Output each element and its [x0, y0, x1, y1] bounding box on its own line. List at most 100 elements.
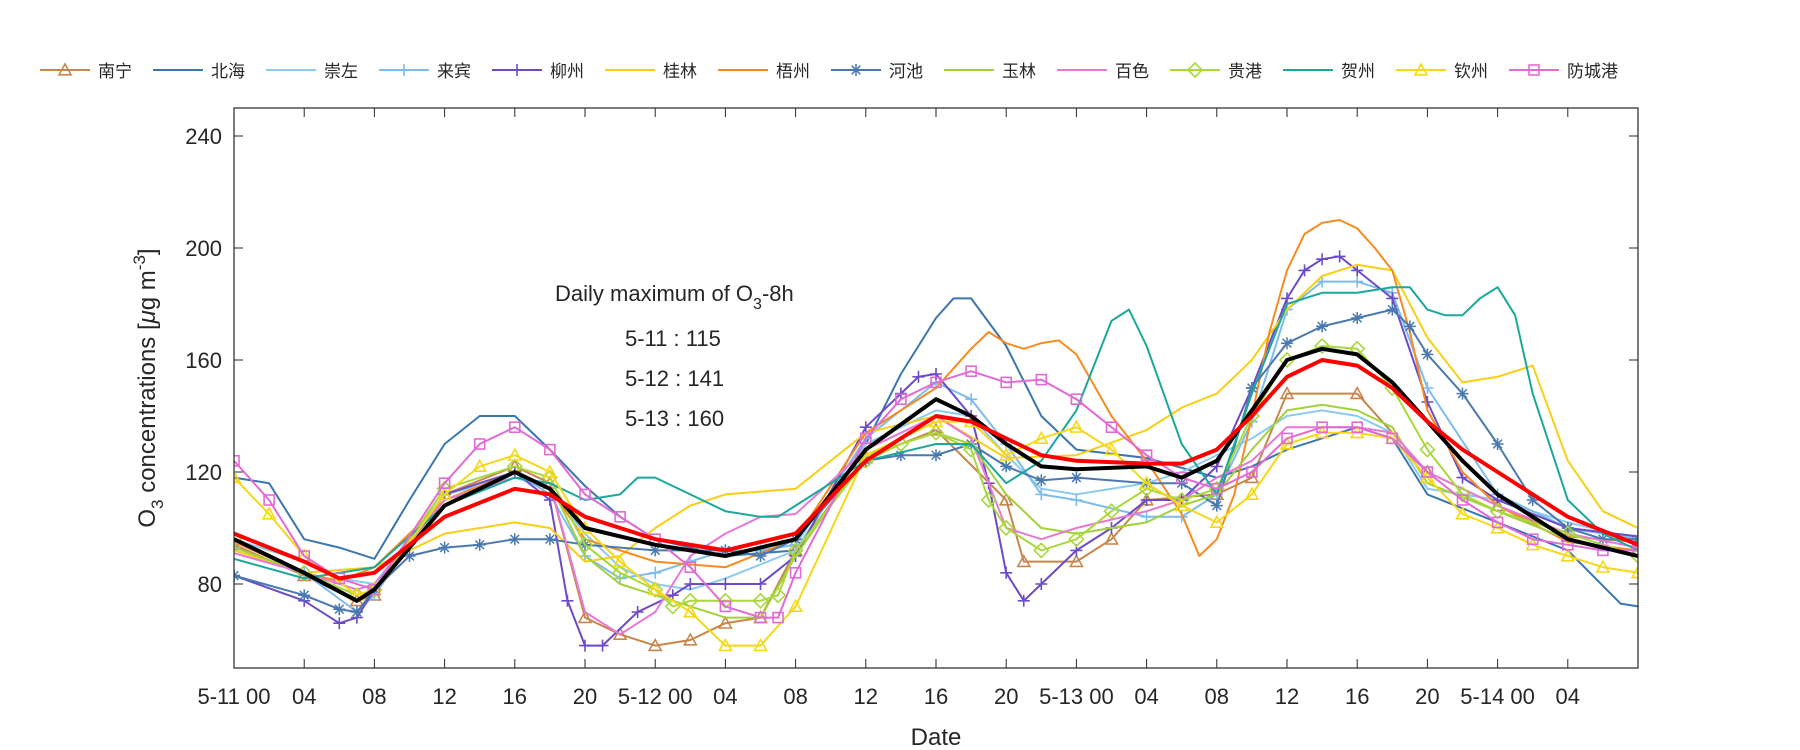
data-point: [1103, 503, 1120, 520]
x-tick-label: 12: [432, 684, 456, 709]
data-point: [1104, 441, 1119, 456]
data-point: [1035, 373, 1048, 386]
data-point: [1632, 530, 1638, 543]
data-point: [507, 447, 523, 461]
data-point: [234, 541, 240, 554]
data-point: [1316, 320, 1329, 333]
data-point: [1035, 488, 1048, 501]
data-point: [1035, 578, 1048, 590]
legend-marker: [1528, 64, 1540, 76]
data-point: [1035, 474, 1048, 487]
legend-label: 百色: [1115, 62, 1149, 81]
data-point: [930, 449, 942, 462]
x-tick-label: 5-14 00: [1460, 684, 1535, 709]
data-point: [612, 626, 628, 641]
data-point: [1316, 421, 1328, 434]
data-point: [544, 443, 556, 456]
data-point: [234, 454, 240, 467]
data-point: [980, 491, 997, 509]
legend-marker: [1186, 61, 1204, 79]
data-point: [895, 393, 907, 406]
data-point: [1173, 491, 1190, 509]
data-point: [1456, 387, 1469, 400]
data-point: [1596, 533, 1609, 546]
x-tick-label: 16: [1345, 684, 1369, 709]
legend-label: 桂林: [663, 62, 697, 81]
data-point: [752, 592, 769, 609]
series-lines: [234, 219, 1638, 652]
data-point: [1455, 506, 1470, 520]
x-tick-label: 08: [1205, 684, 1229, 709]
data-point: [1016, 553, 1032, 568]
data-point: [1419, 441, 1436, 458]
legend-label: 防城港: [1567, 62, 1618, 81]
y-tick-label: 80: [198, 572, 222, 597]
data-point: [684, 561, 697, 574]
data-point: [472, 458, 488, 473]
data-point: [1526, 494, 1539, 506]
y-axis-label: O3 concentrations [μg m-3]: [130, 248, 167, 527]
data-point: [1351, 275, 1364, 288]
y-tick-label: 200: [185, 236, 222, 261]
legend-marker: [850, 64, 862, 76]
data-point: [754, 550, 767, 562]
data-point: [1456, 471, 1469, 484]
data-point: [927, 424, 945, 441]
x-tick-label: 20: [573, 684, 597, 709]
data-point: [1403, 320, 1416, 333]
series-line: [234, 370, 1638, 619]
data-point: [1351, 264, 1364, 277]
data-point: [962, 441, 980, 458]
legend-item: 北海: [153, 62, 245, 81]
data-point: [787, 542, 804, 559]
data-point: [1386, 303, 1399, 316]
y-tick-label: 120: [185, 460, 222, 485]
data-point: [1140, 510, 1153, 523]
legend-label: 玉林: [1002, 62, 1036, 81]
legend-item: 崇左: [266, 62, 358, 81]
legend-label: 贵港: [1228, 62, 1262, 81]
legend-label: 钦州: [1454, 62, 1488, 81]
x-tick-label: 16: [924, 684, 948, 709]
data-point: [1070, 494, 1083, 506]
series-line: [234, 286, 1638, 580]
series-line: [234, 392, 1638, 647]
series-line: [234, 263, 1638, 574]
data-point: [438, 477, 451, 490]
data-point: [234, 469, 242, 484]
annotation-line-1: 5-11 : 115: [625, 326, 721, 351]
data-point: [1070, 471, 1083, 484]
annotation-line-3: 5-13 : 160: [625, 406, 724, 431]
data-point: [1069, 553, 1084, 568]
data-point: [754, 578, 767, 590]
x-tick-label: 20: [994, 684, 1018, 709]
x-tick-label: 16: [503, 684, 527, 709]
data-point: [508, 533, 521, 546]
data-point: [1386, 292, 1399, 305]
data-point: [1000, 566, 1013, 579]
data-point: [542, 464, 558, 478]
data-point: [1491, 438, 1504, 450]
series-5: [234, 263, 1638, 574]
series-line: [234, 403, 1638, 619]
x-tick-label: 04: [1134, 684, 1158, 709]
data-point: [649, 544, 662, 557]
legend: 南宁 北海 崇左 来宾 柳州 桂林 梧州 河池 玉林 百色 贵港 贺州 钦州 防城港: [40, 61, 1618, 81]
data-point: [1033, 542, 1050, 559]
data-point: [1210, 499, 1223, 512]
x-tick-label: 08: [362, 684, 386, 709]
data-point: [1632, 544, 1638, 557]
annotation-title: Daily maximum of O3-8h: [555, 281, 794, 313]
x-tick-label: 12: [1275, 684, 1299, 709]
data-point: [719, 600, 732, 613]
data-point: [719, 578, 732, 590]
data-point: [1017, 594, 1030, 607]
x-tick-label: 20: [1415, 684, 1439, 709]
y-tick-label: 240: [185, 124, 222, 149]
data-point: [649, 566, 662, 579]
x-tick-label: 5-12 00: [618, 684, 693, 709]
legend-item: 梧州: [718, 62, 810, 81]
summary-line-0: [234, 346, 1638, 603]
x-tick-label: 5-11 00: [198, 684, 271, 709]
